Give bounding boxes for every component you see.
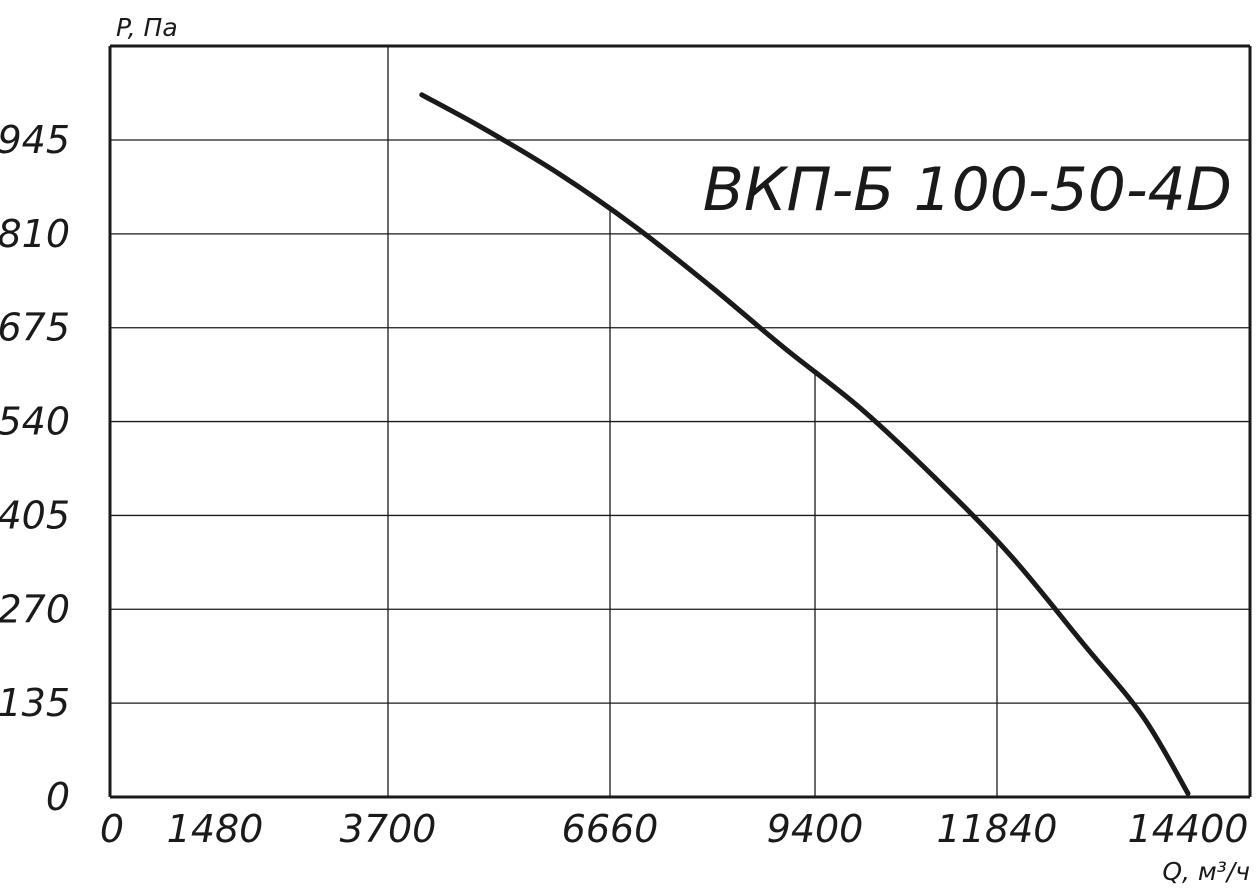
- x-tick-label-3700: 3700: [340, 807, 437, 851]
- x-tick-label-1480: 1480: [167, 807, 264, 851]
- x-tick-label-14400: 14400: [1128, 807, 1249, 851]
- x-tick-label-9400: 9400: [767, 807, 864, 851]
- x-tick-label-6660: 6660: [562, 807, 659, 851]
- plot-frame: [108, 44, 1252, 799]
- x-tick-labels: 0 1480 3700 6660 9400 11840 14400: [100, 807, 1249, 851]
- chart-title: ВКП-Б 100-50-4D: [703, 155, 1232, 225]
- x-tick-label-11840: 11840: [937, 807, 1058, 851]
- curve-layer: [419, 92, 1191, 797]
- y-tick-label-270: 270: [0, 587, 70, 631]
- x-axis-label: Q, м³/ч: [1162, 857, 1250, 885]
- y-axis-label: P, Па: [116, 13, 178, 42]
- pressure-curve: [419, 92, 1191, 797]
- y-tick-label-675: 675: [0, 306, 70, 350]
- y-tick-labels: 0 135 270 405 540 675 810 945: [0, 118, 70, 819]
- y-tick-label-405: 405: [0, 493, 70, 537]
- y-tick-label-945: 945: [0, 118, 70, 162]
- y-tick-label-135: 135: [0, 681, 70, 725]
- x-tick-label-0: 0: [100, 807, 124, 851]
- y-tick-label-0: 0: [46, 775, 70, 819]
- y-tick-label-540: 540: [0, 400, 70, 444]
- grid-lines: [110, 46, 1250, 797]
- y-tick-label-810: 810: [0, 212, 70, 256]
